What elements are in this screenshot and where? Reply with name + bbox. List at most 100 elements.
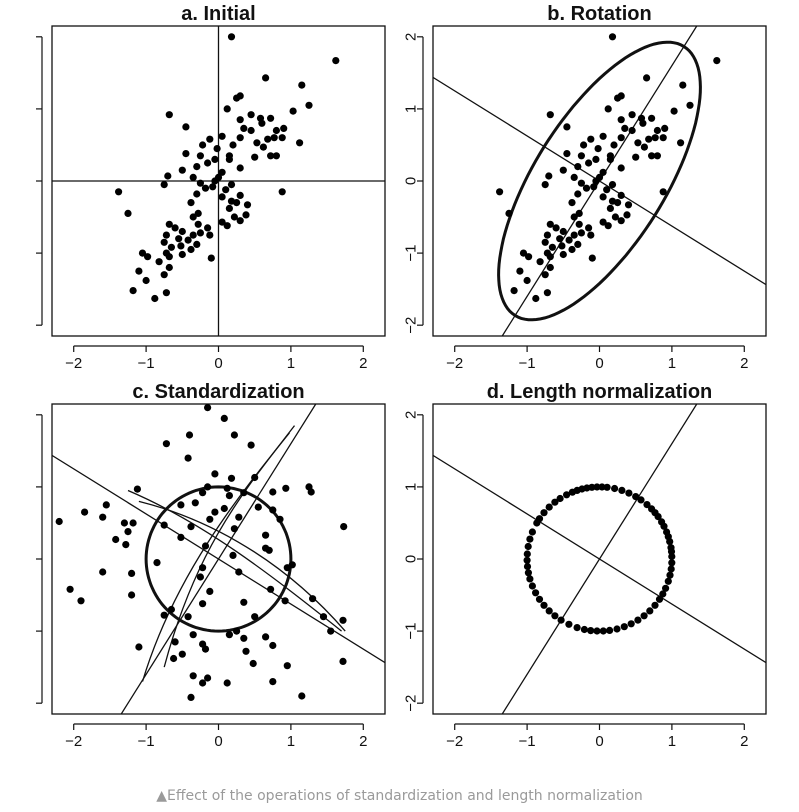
data-point — [570, 231, 578, 239]
data-point — [165, 220, 173, 228]
data-point — [165, 253, 173, 261]
data-point — [247, 441, 255, 449]
data-point — [155, 258, 163, 266]
data-point — [524, 542, 532, 551]
data-point — [227, 181, 236, 189]
data-point — [686, 101, 694, 109]
data-point — [55, 517, 63, 526]
data-point — [120, 519, 128, 527]
data-point — [574, 240, 582, 248]
data-point — [160, 611, 168, 619]
y-tick-label: 0 — [403, 177, 420, 185]
data-point — [247, 111, 255, 119]
data-point — [666, 571, 674, 579]
data-point — [604, 105, 612, 113]
data-point — [648, 505, 656, 513]
data-point — [206, 515, 214, 523]
data-point — [162, 231, 170, 239]
panel-title: a. Initial — [181, 3, 255, 25]
data-point — [541, 271, 549, 279]
data-point — [177, 533, 185, 542]
data-point — [122, 541, 130, 549]
data-point — [659, 590, 667, 598]
data-point — [546, 253, 554, 261]
data-point — [189, 173, 197, 181]
data-point — [677, 139, 685, 147]
major-axis-line — [501, 26, 698, 336]
data-point — [196, 229, 204, 237]
data-point — [580, 141, 588, 149]
data-point — [599, 132, 607, 140]
panel-title: c. Standardization — [132, 381, 304, 403]
plot-frame — [432, 25, 767, 337]
data-point — [269, 678, 277, 686]
data-point — [574, 190, 582, 198]
data-point — [543, 289, 552, 297]
data-point — [528, 528, 537, 536]
x-tick-label: −2 — [446, 733, 463, 750]
data-point — [548, 243, 557, 251]
data-point — [611, 484, 619, 493]
data-point — [160, 238, 168, 246]
plot-area — [433, 26, 766, 336]
data-point — [510, 287, 518, 295]
data-point — [628, 126, 636, 135]
data-point — [178, 650, 186, 658]
data-point — [115, 188, 123, 196]
transformed-axis-curve — [127, 489, 342, 632]
data-point — [645, 135, 653, 143]
data-point — [254, 503, 262, 511]
data-point — [307, 488, 315, 496]
data-point — [614, 199, 622, 207]
x-tick-label: 2 — [359, 355, 367, 372]
data-point — [594, 145, 602, 153]
data-point — [523, 550, 531, 558]
data-point — [580, 625, 589, 634]
data-point — [269, 641, 277, 650]
data-point — [235, 568, 243, 576]
panel-standardization: c. Standardization −2 −1 0 1 2 — [36, 381, 386, 750]
data-point — [574, 163, 582, 171]
data-point — [496, 188, 504, 196]
data-point — [653, 126, 662, 135]
data-point — [128, 591, 136, 599]
data-point — [243, 201, 252, 209]
data-point — [249, 659, 257, 668]
data-point — [236, 164, 244, 172]
y-tick-label: 1 — [403, 483, 420, 491]
data-point — [620, 623, 628, 631]
data-point — [532, 294, 540, 303]
data-point — [278, 134, 286, 142]
x-tick-label: 0 — [595, 733, 603, 750]
data-point — [305, 101, 313, 109]
x-tick-label: −1 — [138, 355, 155, 372]
data-point — [242, 211, 250, 219]
data-point — [599, 168, 607, 176]
data-point — [222, 186, 230, 194]
data-point — [280, 124, 288, 132]
data-point — [178, 227, 186, 236]
data-point — [623, 211, 631, 219]
data-point — [184, 454, 192, 462]
data-point — [129, 287, 137, 295]
x-tick-label: −2 — [446, 355, 463, 372]
data-point — [182, 150, 190, 158]
data-point — [236, 116, 244, 124]
data-point — [206, 231, 214, 239]
plot-area — [433, 404, 766, 714]
data-point — [621, 124, 629, 132]
data-point — [251, 613, 259, 621]
data-point — [193, 240, 201, 248]
data-point — [651, 601, 659, 609]
data-point — [319, 613, 328, 621]
data-point — [588, 254, 596, 262]
data-point — [632, 493, 640, 501]
data-point — [339, 657, 347, 666]
data-point — [526, 575, 534, 583]
data-point — [230, 525, 238, 533]
data-point — [617, 191, 625, 199]
data-point — [575, 209, 583, 217]
data-point — [272, 126, 280, 135]
data-point — [189, 672, 197, 680]
data-point — [175, 235, 183, 243]
